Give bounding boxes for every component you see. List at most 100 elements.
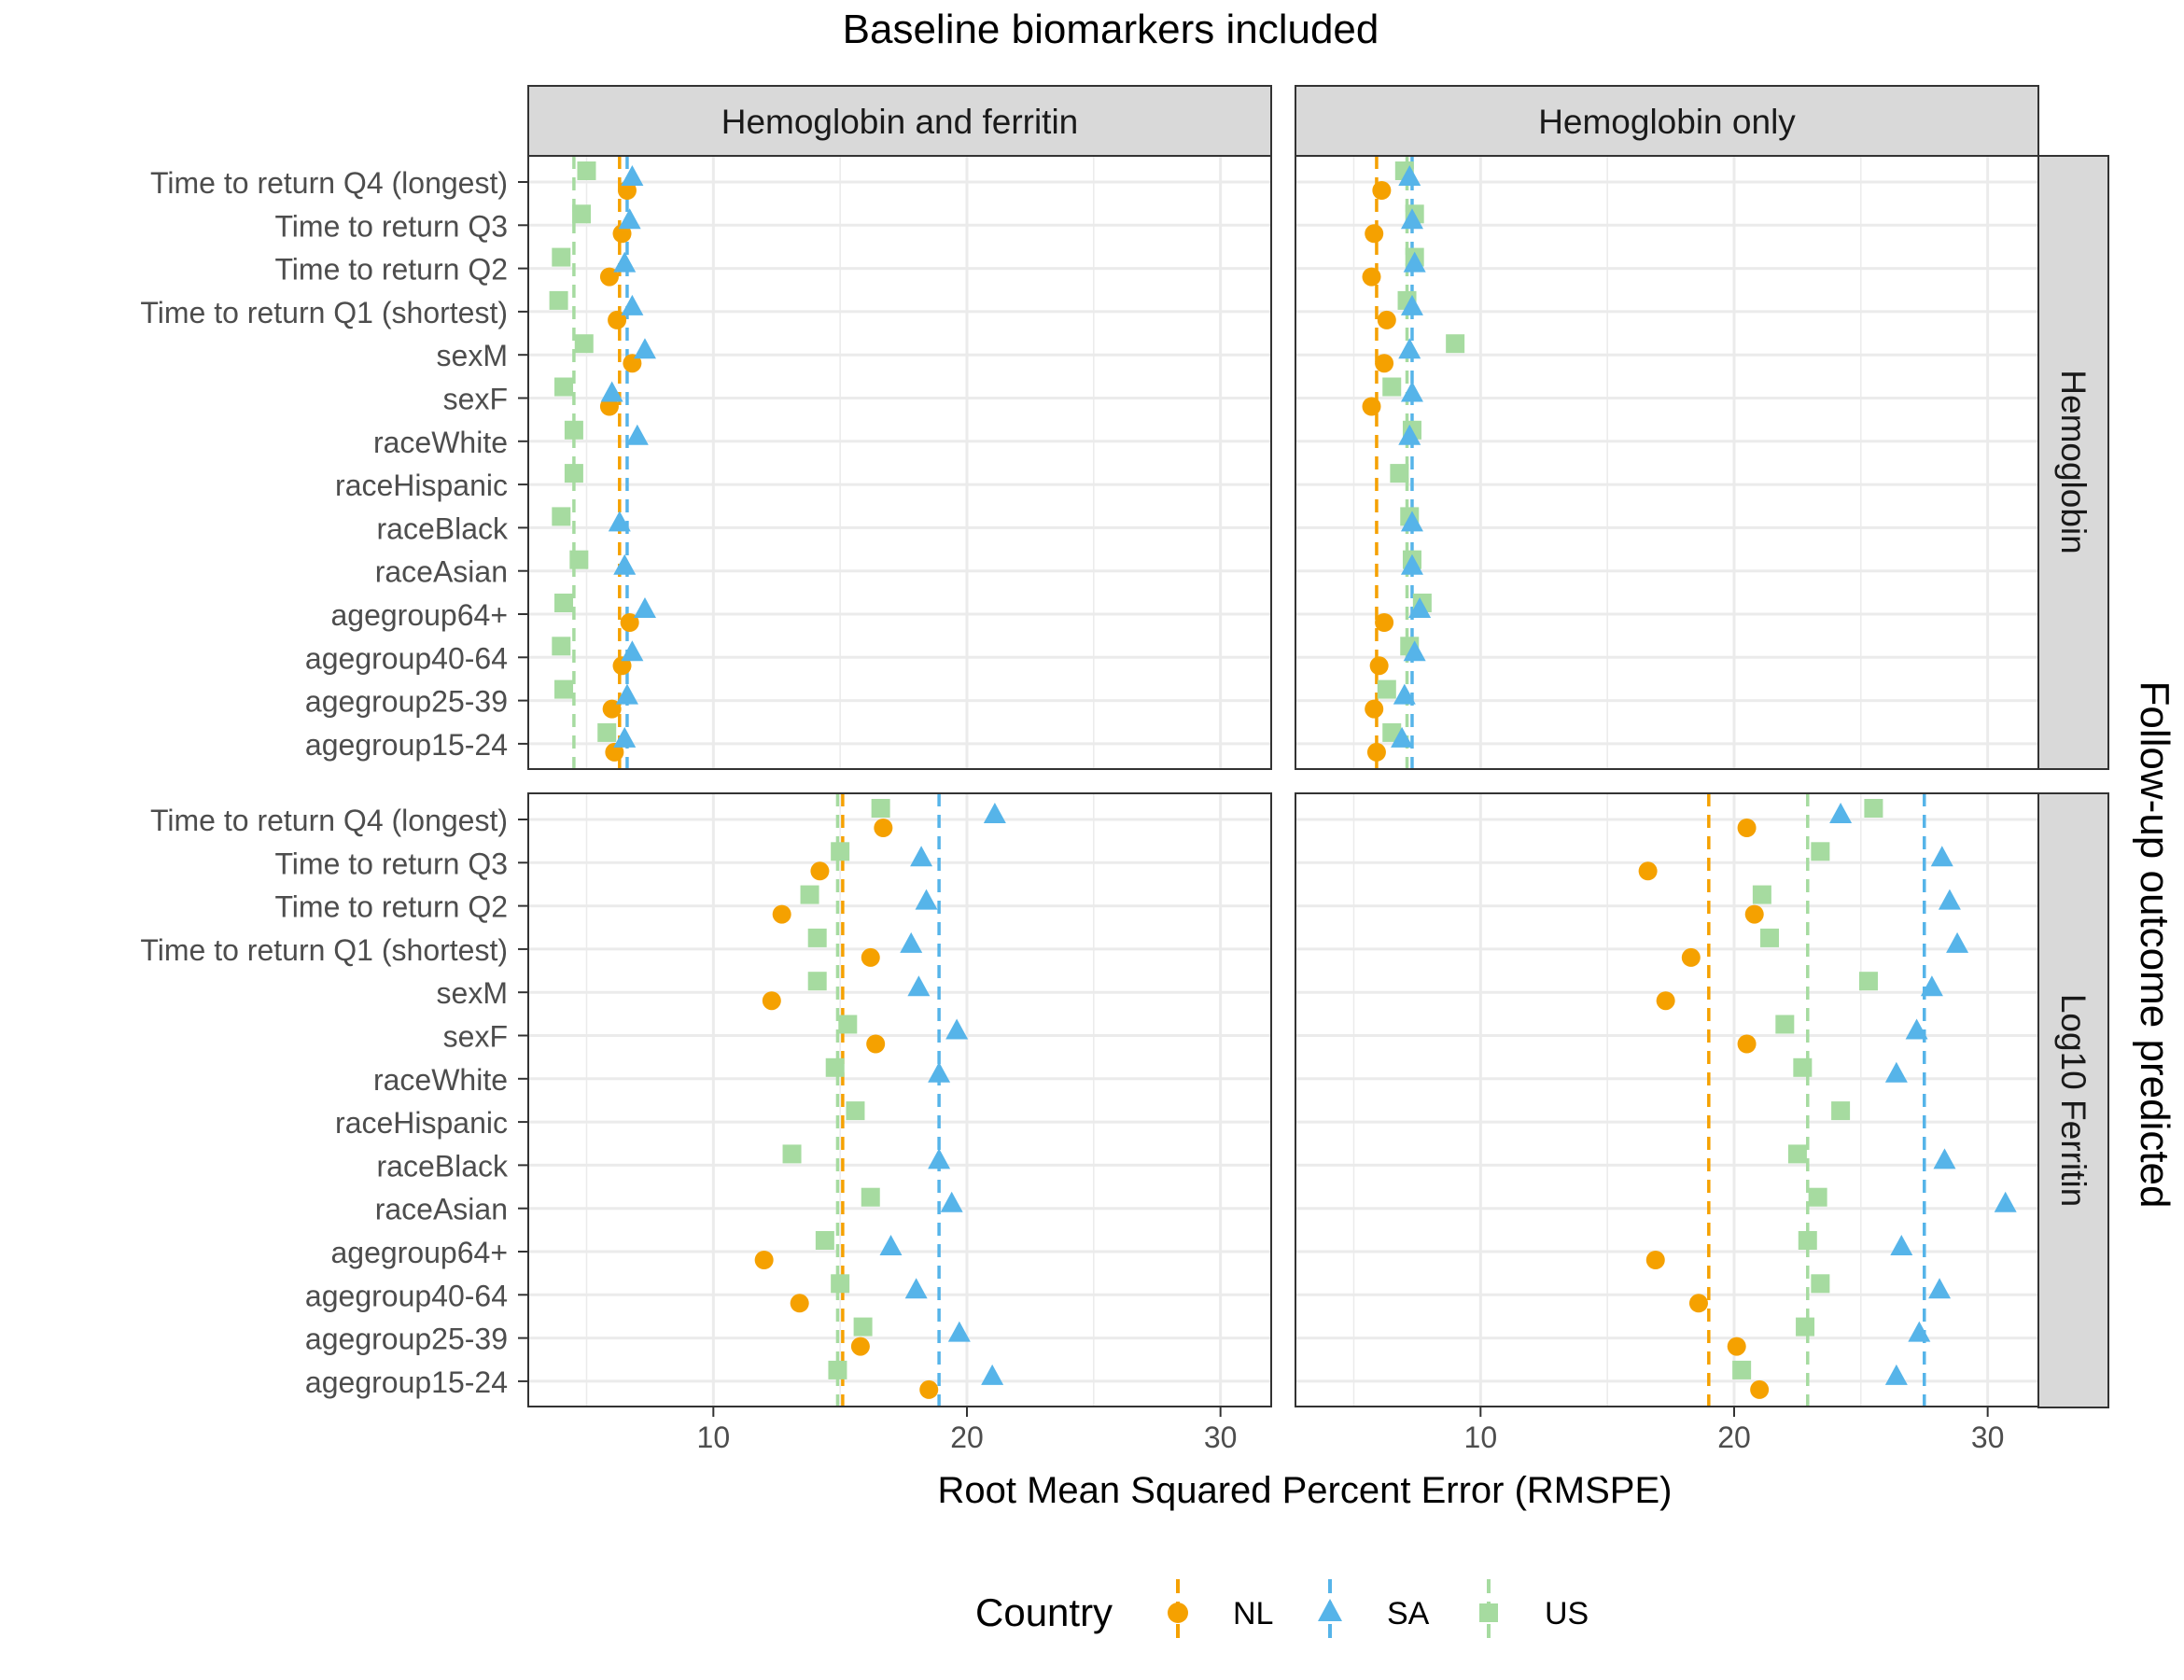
point-us [807, 928, 827, 947]
point-nl [1638, 861, 1658, 881]
point-sa [621, 640, 644, 662]
point-sa [1890, 1235, 1913, 1255]
point-nl [1365, 224, 1384, 244]
point-nl [1366, 742, 1386, 762]
point-sa [1408, 597, 1432, 618]
panel-1 [527, 155, 1272, 770]
point-nl [866, 1034, 886, 1054]
point-us [861, 1187, 880, 1207]
point-sa [1400, 294, 1423, 315]
point-sa [1398, 165, 1421, 186]
point-sa [900, 931, 923, 953]
point-nl [1737, 819, 1757, 837]
point-sa [1928, 1278, 1952, 1299]
point-nl [919, 1379, 939, 1399]
point-us [549, 290, 568, 310]
point-us [1732, 1360, 1752, 1379]
point-us [1864, 799, 1883, 818]
point-nl [1362, 267, 1381, 287]
point-nl [874, 819, 893, 837]
x-tick-label: 20 [1717, 1421, 1751, 1454]
point-us [1811, 842, 1830, 861]
point-sa [1403, 640, 1426, 662]
point-us [815, 1231, 834, 1250]
y-tick-label: raceHispanic [335, 469, 508, 502]
point-sa [1930, 846, 1953, 867]
panel-border [1295, 792, 2039, 1407]
legend-label-nl: NL [1233, 1596, 1273, 1631]
point-sa [1400, 208, 1423, 230]
y-tick-label: sexM [437, 976, 508, 1010]
point-nl [810, 861, 830, 881]
point-us [800, 885, 819, 904]
y-tick-label: raceWhite [373, 426, 508, 459]
point-us [1796, 1317, 1815, 1337]
point-sa [928, 1061, 951, 1083]
panel-border [527, 792, 1272, 1407]
panel-background [1295, 793, 2038, 1407]
point-us [552, 507, 571, 526]
point-nl [1681, 947, 1701, 967]
point-sa [1829, 803, 1853, 823]
y-tick-label: agegroup64+ [330, 1236, 508, 1269]
point-sa [1920, 975, 1943, 997]
x-axis: Time to return Q4 (longest) Time to retur… [140, 166, 2004, 1454]
point-nl [1375, 613, 1394, 632]
point-nl [1372, 181, 1392, 200]
point-sa [928, 1148, 951, 1169]
point-us [564, 464, 583, 483]
y-tick-label: raceAsian [375, 555, 508, 589]
y-tick-label: agegroup64+ [330, 598, 508, 632]
point-sa [633, 338, 656, 359]
point-us [825, 1057, 845, 1077]
point-us [1798, 1231, 1817, 1250]
point-us [828, 1360, 847, 1379]
point-nl [1688, 1294, 1708, 1313]
point-us [831, 1274, 850, 1294]
point-nl [1377, 310, 1396, 329]
point-sa [613, 553, 637, 575]
x-tick-label: 30 [1971, 1421, 2005, 1454]
point-us [871, 799, 890, 818]
point-us [1446, 334, 1465, 354]
point-sa [1400, 381, 1423, 402]
point-sa [1938, 889, 1961, 910]
x-tick-label: 30 [1204, 1421, 1238, 1454]
y-tick-label: sexF [443, 1020, 508, 1054]
point-nl [1744, 904, 1764, 924]
point-sa [904, 1278, 928, 1299]
point-us [554, 377, 574, 397]
point-nl [850, 1337, 870, 1356]
point-sa [625, 424, 649, 445]
point-us [552, 637, 571, 656]
point-us [1831, 1101, 1851, 1121]
point-us [1858, 972, 1878, 991]
point-us [853, 1317, 873, 1337]
point-us [831, 842, 850, 861]
point-us [1793, 1057, 1813, 1077]
point-sa [1393, 683, 1416, 705]
point-sa [1391, 726, 1414, 748]
point-sa [613, 726, 637, 748]
point-sa [1403, 251, 1426, 273]
point-nl [1656, 991, 1675, 1011]
point-us [597, 722, 617, 742]
point-sa [1994, 1191, 2017, 1212]
y-tick-label: Time to return Q3 [274, 209, 508, 243]
y-tick-label: Time to return Q1 (shortest) [140, 296, 508, 329]
point-sa [1884, 1364, 1908, 1385]
point-sa [879, 1235, 903, 1255]
y-tick-label: agegroup40-64 [305, 1279, 508, 1312]
y-tick-label: raceBlack [377, 1149, 510, 1183]
point-us [1775, 1015, 1795, 1034]
point-nl [1727, 1337, 1746, 1356]
point-us [1760, 928, 1780, 947]
point-us [574, 334, 594, 354]
point-us [577, 161, 596, 180]
point-sa [615, 683, 638, 705]
point-us [1752, 885, 1771, 904]
point-nl [1369, 656, 1389, 676]
legend-key-us [1479, 1579, 1498, 1646]
panel-border [1295, 155, 2039, 770]
point-us [554, 679, 574, 699]
